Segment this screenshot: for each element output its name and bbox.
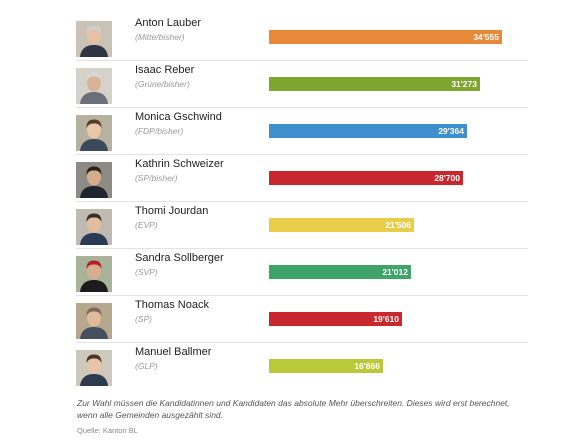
footnote: Zur Wahl müssen die Kandidatinnen und Ka… — [77, 398, 510, 420]
candidate-photo — [76, 303, 112, 339]
candidate-row: Isaac Reber (Grüne/bisher) 31'273 — [76, 61, 528, 108]
vote-count-label: 19'610 — [373, 314, 399, 324]
candidate-party: (Grüne/bisher) — [135, 79, 190, 89]
candidate-party: (SP) — [135, 314, 152, 324]
candidate-name: Manuel Ballmer — [135, 346, 212, 358]
candidate-row: Anton Lauber (Mitte/bisher) 34'555 — [76, 14, 528, 61]
candidate-row: Kathrin Schweizer (SP/bisher) 28'700 — [76, 155, 528, 202]
candidate-photo — [76, 115, 112, 151]
vote-count-label: 16'866 — [354, 361, 380, 371]
candidate-row: Thomi Jourdan (EVP) 21'506 — [76, 202, 528, 249]
vote-count-label: 21'506 — [385, 220, 411, 230]
vote-bar: 31'273 — [269, 77, 480, 91]
candidate-party: (Mitte/bisher) — [135, 32, 185, 42]
candidate-photo — [76, 256, 112, 292]
candidate-photo — [76, 350, 112, 386]
source-label: Quelle: Kanton BL — [77, 426, 138, 435]
vote-bar: 29'364 — [269, 124, 467, 138]
vote-bar: 21'012 — [269, 265, 411, 279]
candidate-photo — [76, 162, 112, 198]
vote-count-label: 28'700 — [434, 173, 460, 183]
vote-count-label: 29'364 — [438, 126, 464, 136]
vote-bar: 19'610 — [269, 312, 402, 326]
candidate-party: (GLP) — [135, 361, 158, 371]
candidate-name: Anton Lauber — [135, 17, 202, 29]
candidate-row: Thomas Noack (SP) 19'610 — [76, 296, 528, 343]
candidate-photo — [76, 21, 112, 57]
vote-bar: 16'866 — [269, 359, 383, 373]
vote-count-label: 31'273 — [451, 79, 477, 89]
candidate-party: (EVP) — [135, 220, 158, 230]
results-chart: Anton Lauber (Mitte/bisher) 34'555 Isaac Re… — [76, 14, 528, 389]
candidate-party: (SVP) — [135, 267, 158, 277]
vote-count-label: 21'012 — [382, 267, 408, 277]
vote-bar: 34'555 — [269, 30, 502, 44]
candidate-name: Monica Gschwind — [135, 111, 222, 123]
candidate-name: Sandra Sollberger — [135, 252, 224, 264]
candidate-row: Manuel Ballmer (GLP) 16'866 — [76, 343, 528, 389]
candidate-name: Isaac Reber — [135, 64, 195, 76]
candidate-name: Kathrin Schweizer — [135, 158, 224, 170]
candidate-row: Sandra Sollberger (SVP) 21'012 — [76, 249, 528, 296]
candidate-name: Thomi Jourdan — [135, 205, 209, 217]
candidate-party: (FDP/bisher) — [135, 126, 184, 136]
candidate-name: Thomas Noack — [135, 299, 209, 311]
vote-bar: 21'506 — [269, 218, 414, 232]
candidate-party: (SP/bisher) — [135, 173, 178, 183]
candidate-photo — [76, 68, 112, 104]
vote-bar: 28'700 — [269, 171, 463, 185]
candidate-photo — [76, 209, 112, 245]
vote-count-label: 34'555 — [473, 32, 499, 42]
candidate-row: Monica Gschwind (FDP/bisher) 29'364 — [76, 108, 528, 155]
